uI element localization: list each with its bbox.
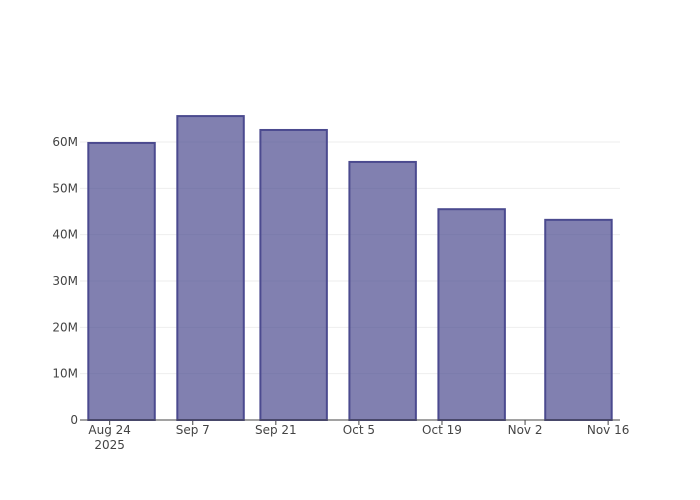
x-tick-label: Sep 7 [176, 423, 210, 437]
x-tick-label: Sep 21 [255, 423, 297, 437]
y-tick-label: 50M [52, 181, 78, 195]
y-tick-label: 40M [52, 227, 78, 241]
y-tick-label: 0 [70, 413, 78, 427]
bar [259, 128, 328, 422]
y-tick-label: 20M [52, 320, 78, 334]
y-tick-label: 60M [52, 135, 78, 149]
y-tick-label: 30M [52, 274, 78, 288]
y-tick-label: 10M [52, 366, 78, 380]
bar [176, 115, 245, 421]
x-tick-label: Oct 19 [422, 423, 462, 437]
bar [544, 218, 613, 421]
bar [437, 208, 506, 421]
x-tick-label: Oct 5 [343, 423, 375, 437]
x-tick-label: Aug 24 2025 [88, 423, 131, 452]
x-tick-label: Nov 2 [508, 423, 543, 437]
bar [87, 141, 156, 422]
bar [348, 160, 417, 421]
x-tick-label: Nov 16 [587, 423, 630, 437]
